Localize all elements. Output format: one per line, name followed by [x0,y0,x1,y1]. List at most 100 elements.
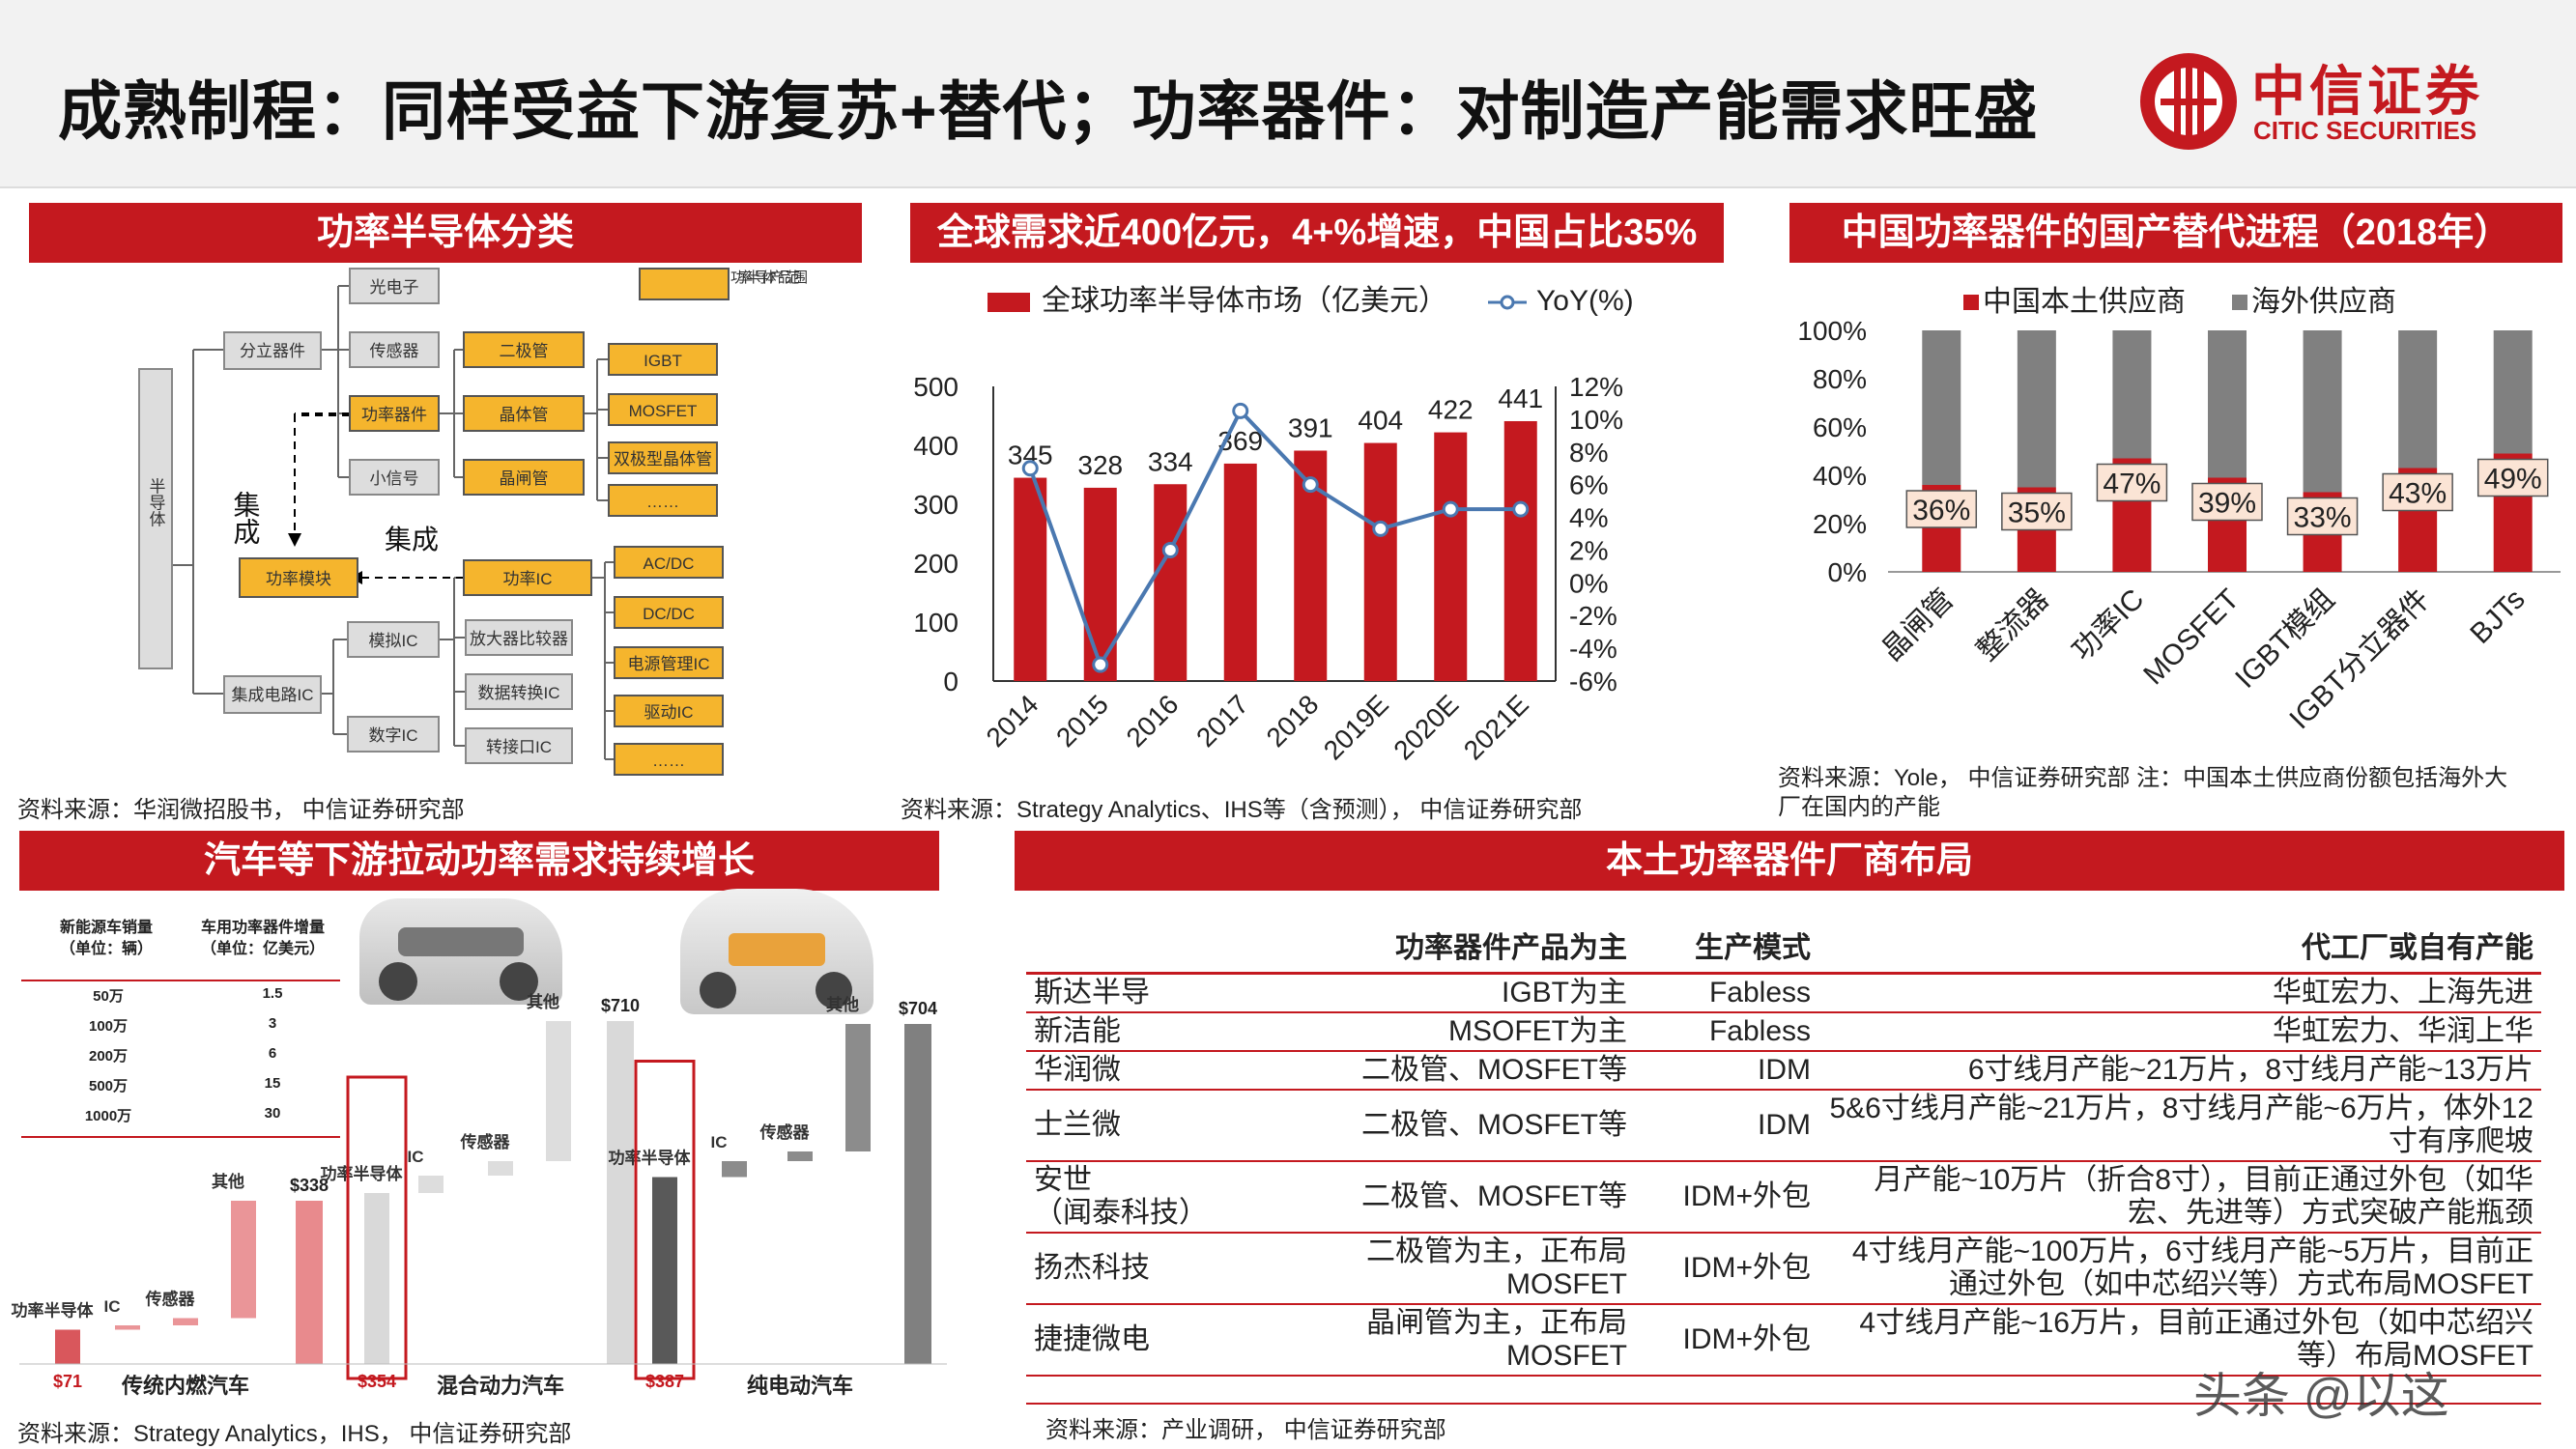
x-tick: 整流器 [1971,583,2055,668]
value-label: 35% [2008,497,2066,529]
x-tick: 2016 [1121,689,1185,753]
bar-foreign [2398,330,2438,469]
x-tick: 晶闸管 [1875,583,1960,668]
car-image-2 [680,889,873,1014]
x-tick: 2021E [1458,689,1534,765]
cell-mode: IDM [1635,1051,1818,1091]
waterfall-step [546,1021,571,1161]
cell-capacity: 5&6寸线月产能~21万片，8寸线月产能~6万片，体外12寸有序爬坡 [1818,1090,2541,1162]
logo-en: CITIC SECURITIES [2253,116,2477,145]
node-thyristor: 晶闸管 [500,469,549,488]
node-dcdc: DC/DC [643,605,695,623]
value-label: 49% [2484,464,2542,496]
highlight-box [346,1075,408,1380]
value-label-box [2286,497,2359,536]
node-sensor: 传感器 [370,342,419,360]
step-label: IC [408,1148,424,1166]
bar [1083,487,1117,681]
value-label: 39% [2198,488,2256,520]
cell-product: 晶闸管为主，正布局MOSFET [1248,1304,1635,1377]
node-amp: 放大器比较器 [470,630,568,648]
node-module: 功率模块 [266,570,331,588]
y-tick: 300 [913,490,959,520]
step-label: IC [711,1133,728,1151]
page-title: 成熟制程：同样受益下游复苏+替代；功率器件：对制造产能需求旺盛 [58,75,2039,147]
col-product: 功率器件产品为主 [1248,918,1635,975]
total-label: $704 [899,999,937,1018]
y2-tick: 6% [1569,470,1608,500]
ev-h1: 新能源车销量 [59,920,153,936]
node-driver: 驱动IC [644,703,694,722]
table-divider [1026,1403,2541,1405]
step-label: IC [104,1297,121,1316]
panel5-source: 资料来源：产业调研， 中信证券研究部 [1045,1417,1446,1443]
cell-mode: IDM+外包 [1635,1233,1818,1305]
group-label: 纯电动汽车 [747,1374,853,1398]
cell-capacity: 4寸线月产能~16万片，目前正通过外包（如中芯绍兴等）布局MOSFET [1818,1304,2541,1377]
legend-bar-label: 全球功率半导体市场（亿美元） [1042,285,1447,317]
ev-table-bottom [21,1136,340,1138]
x-tick: 2020E [1388,689,1464,765]
waterfall-step [845,1024,871,1151]
yoy-line [1028,407,1521,669]
cell-company: 斯达半导 [1026,973,1248,1013]
cell-capacity: 月产能~10万片（折合8寸），目前正通过外包（如华宏、先进等）方式突破产能瓶颈 [1818,1161,2541,1234]
legend-domestic-swatch [1963,295,1979,310]
legend-domestic-label: 中国本土供应商 [1983,286,2186,318]
bar-label: 334 [1148,446,1193,476]
car-image-1 [359,898,562,1005]
ev-h1b: （单位：辆） [59,941,153,957]
yoy-point [1442,500,1459,518]
ev-sales: 500万 [88,1078,129,1094]
node-power-ic: 功率IC [503,570,553,588]
node-discrete: 分立器件 [240,342,305,360]
base-label: $387 [645,1372,684,1391]
value-label-box [2476,458,2549,497]
table-row: 士兰微 二极管、MOSFET等 IDM 5&6寸线月产能~21万片，8寸线月产能~6万… [1026,1090,2541,1162]
cell-mode: Fabless [1635,973,1818,1013]
y2-tick: -2% [1569,601,1617,631]
y-tick: 100% [1797,316,1867,346]
value-label-box [2382,472,2453,512]
bar-label: 391 [1288,412,1333,442]
group-label: 传统内燃汽车 [121,1374,249,1398]
ev-sales: 100万 [88,1018,129,1035]
yoy-point [1512,500,1530,518]
market-chart: 全球功率半导体市场（亿美元） YoY(%) 500 400 300 200 100 0 12%1… [913,285,1633,765]
yoy-point [1232,402,1249,419]
x-tick: 2015 [1050,689,1114,753]
y-tick: 100 [913,608,959,638]
cell-capacity: 华虹宏力、上海先进 [1818,973,2541,1013]
logo-cn: 中信证券 [2251,61,2483,122]
ev-row: 500万 15 [21,1075,340,1105]
value-label-box [1905,490,1978,528]
panel3-source-1: 资料来源：Yole， 中信证券研究部 注：中国本土供应商份额包括海外大 [1778,765,2508,791]
cell-product: 二极管、MOSFET等 [1248,1161,1635,1234]
waterfall-total [296,1201,323,1364]
node-mosfet: MOSFET [629,402,698,420]
step-label: 传感器 [460,1132,511,1151]
cell-company: 士兰微 [1026,1090,1248,1162]
table-row: 扬杰科技 二极管为主，正布局MOSFET IDM+外包 4寸线月产能~100万片，6寸… [1026,1233,2541,1305]
bar-foreign [2493,330,2533,454]
waterfall-total [607,1021,634,1364]
integrate-label-2: 集成 [385,525,439,554]
step-label: 传感器 [759,1122,811,1142]
value-label-box [2191,482,2263,522]
y2-tick: 10% [1569,405,1623,435]
cell-product: 二极管、MOSFET等 [1248,1090,1635,1162]
cell-company: 扬杰科技 [1026,1233,1248,1305]
col-capacity: 代工厂或自有产能 [1818,918,2541,975]
integrate-label-1: 集成 [231,491,261,545]
highlight-box [634,1060,696,1380]
waterfall-step [115,1325,140,1330]
y-tick: 0 [943,667,959,696]
waterfall-total [904,1024,931,1364]
bar [1223,463,1257,681]
node-iface: 转接口IC [486,738,552,756]
node-igbt: IGBT [644,352,682,370]
x-tick: 2017 [1190,689,1254,753]
ev-row: 50万 1.5 [21,985,340,1015]
panel4-source: 资料来源：Strategy Analytics，IHS， 中信证券研究部 [17,1421,572,1447]
